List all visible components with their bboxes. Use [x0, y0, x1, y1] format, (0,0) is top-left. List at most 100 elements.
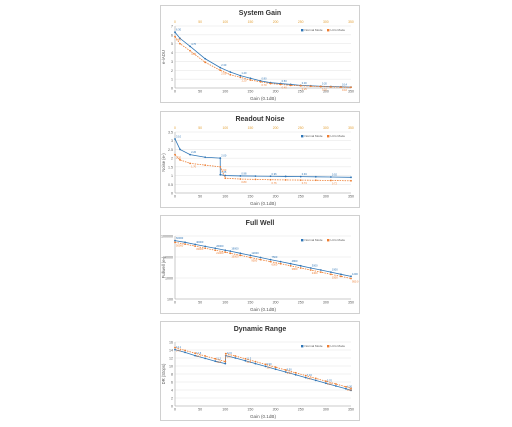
- data-point: [304, 374, 307, 377]
- data-point: [214, 247, 217, 250]
- x-tick-label: 0: [174, 195, 176, 199]
- data-point: [269, 258, 272, 261]
- data-label: 0.92: [332, 172, 338, 176]
- readout-noise-panel: Readout Noise 0 0.5 1 1.5 2 2.5 3 3.5 0 50 100 150 20…: [160, 111, 360, 208]
- series-line: [174, 240, 352, 277]
- top-x-tick-label: 50: [198, 20, 202, 24]
- top-x-tick-label: 150: [248, 20, 254, 24]
- data-point: [189, 49, 191, 52]
- data-point: [284, 371, 287, 373]
- data-point: [314, 377, 317, 380]
- data-point: [254, 178, 257, 181]
- y-tick-label: 4: [171, 389, 173, 393]
- data-point: [184, 349, 186, 352]
- top-x-tick-label: 100: [222, 126, 228, 130]
- data-point: [350, 179, 352, 182]
- data-point: [214, 357, 217, 360]
- data-point: [174, 241, 176, 244]
- x-tick-label: 350: [348, 408, 354, 412]
- top-x-tick-label: 100: [222, 20, 228, 24]
- series-line: [174, 349, 352, 391]
- x-axis-label: Gain (0.1dB): [250, 96, 277, 101]
- data-label: 0.25: [302, 87, 308, 91]
- data-point: [350, 389, 352, 392]
- data-label: 4.70: [191, 42, 197, 46]
- data-label: 11.2: [216, 357, 221, 361]
- data-label: 1200: [352, 272, 358, 276]
- data-label: 4800: [292, 259, 298, 263]
- y-tick-label: 1.5: [168, 165, 173, 169]
- top-x-tick-label: 150: [248, 126, 254, 130]
- full-well-panel: Full Well 100 1000 10000 100000 0 50 100 150 200 2…: [160, 215, 360, 314]
- data-point: [204, 61, 207, 64]
- x-tick-label: 50: [198, 408, 202, 412]
- data-point: [249, 254, 252, 257]
- series-line: [174, 154, 352, 182]
- top-x-tick-label: 300: [323, 20, 329, 24]
- data-label: 0.50: [282, 79, 288, 83]
- y-tick-label: 100: [167, 298, 173, 302]
- x-tick-label: 100: [222, 408, 228, 412]
- y-tick-label: 1000: [165, 277, 173, 281]
- data-label: 7.60: [307, 377, 313, 381]
- data-point: [319, 271, 322, 274]
- y-tick-label: 10: [169, 365, 173, 369]
- data-label: 6.20: [327, 382, 333, 386]
- data-point: [229, 250, 232, 253]
- top-x-tick-label: 50: [198, 126, 202, 130]
- top-x-tick-label: 300: [323, 126, 329, 130]
- data-point: [189, 45, 191, 48]
- y-tick-label: 2.5: [168, 148, 173, 152]
- top-x-tick-label: 350: [348, 20, 354, 24]
- data-point: [284, 179, 287, 181]
- data-point: [309, 267, 312, 269]
- legend-entry: LCG Mode: [331, 238, 346, 242]
- data-point: [324, 380, 327, 383]
- data-point: [335, 385, 337, 387]
- data-point: [279, 260, 282, 263]
- x-tick-label: 350: [348, 195, 354, 199]
- top-x-tick-label: 0: [174, 126, 176, 130]
- data-point: [184, 243, 186, 246]
- data-point: [345, 387, 347, 390]
- data-point: [294, 373, 297, 376]
- x-tick-label: 0: [174, 408, 176, 412]
- chart-title: System Gain: [239, 10, 281, 17]
- y-tick-label: 4: [171, 51, 173, 55]
- data-point: [174, 346, 176, 349]
- top-x-tick-label: 200: [273, 126, 279, 130]
- data-point: [294, 371, 297, 374]
- data-label: 2.20: [191, 150, 197, 154]
- y-tick-label: 3.5: [168, 131, 173, 135]
- x-tick-label: 300: [323, 301, 329, 305]
- x-tick-label: 200: [273, 301, 279, 305]
- data-point: [229, 252, 232, 255]
- data-point: [299, 264, 302, 267]
- top-x-tick-label: 350: [348, 126, 354, 130]
- y-tick-label: 3: [171, 60, 173, 64]
- data-point: [219, 69, 222, 72]
- data-point: [234, 355, 237, 357]
- data-point: [350, 277, 352, 280]
- data-point: [269, 260, 272, 263]
- data-point: [329, 179, 332, 182]
- data-point: [219, 173, 222, 176]
- data-point: [204, 355, 207, 357]
- data-label: 2.20: [176, 156, 182, 160]
- data-point: [204, 164, 207, 167]
- data-point: [279, 83, 282, 86]
- data-point: [189, 162, 191, 165]
- data-point: [264, 365, 267, 368]
- data-label: 14.6: [176, 349, 182, 353]
- top-x-tick-label: 250: [298, 20, 304, 24]
- y-tick-label: 7: [171, 25, 173, 29]
- data-point: [219, 165, 222, 168]
- data-point: [179, 148, 181, 151]
- x-tick-label: 150: [247, 90, 253, 94]
- legend-swatch: [301, 345, 304, 348]
- data-label: 60000: [176, 236, 184, 240]
- data-point: [214, 360, 217, 363]
- data-label: 2.30: [221, 63, 227, 67]
- x-tick-label: 0: [174, 301, 176, 305]
- data-label: 4.30: [347, 384, 353, 388]
